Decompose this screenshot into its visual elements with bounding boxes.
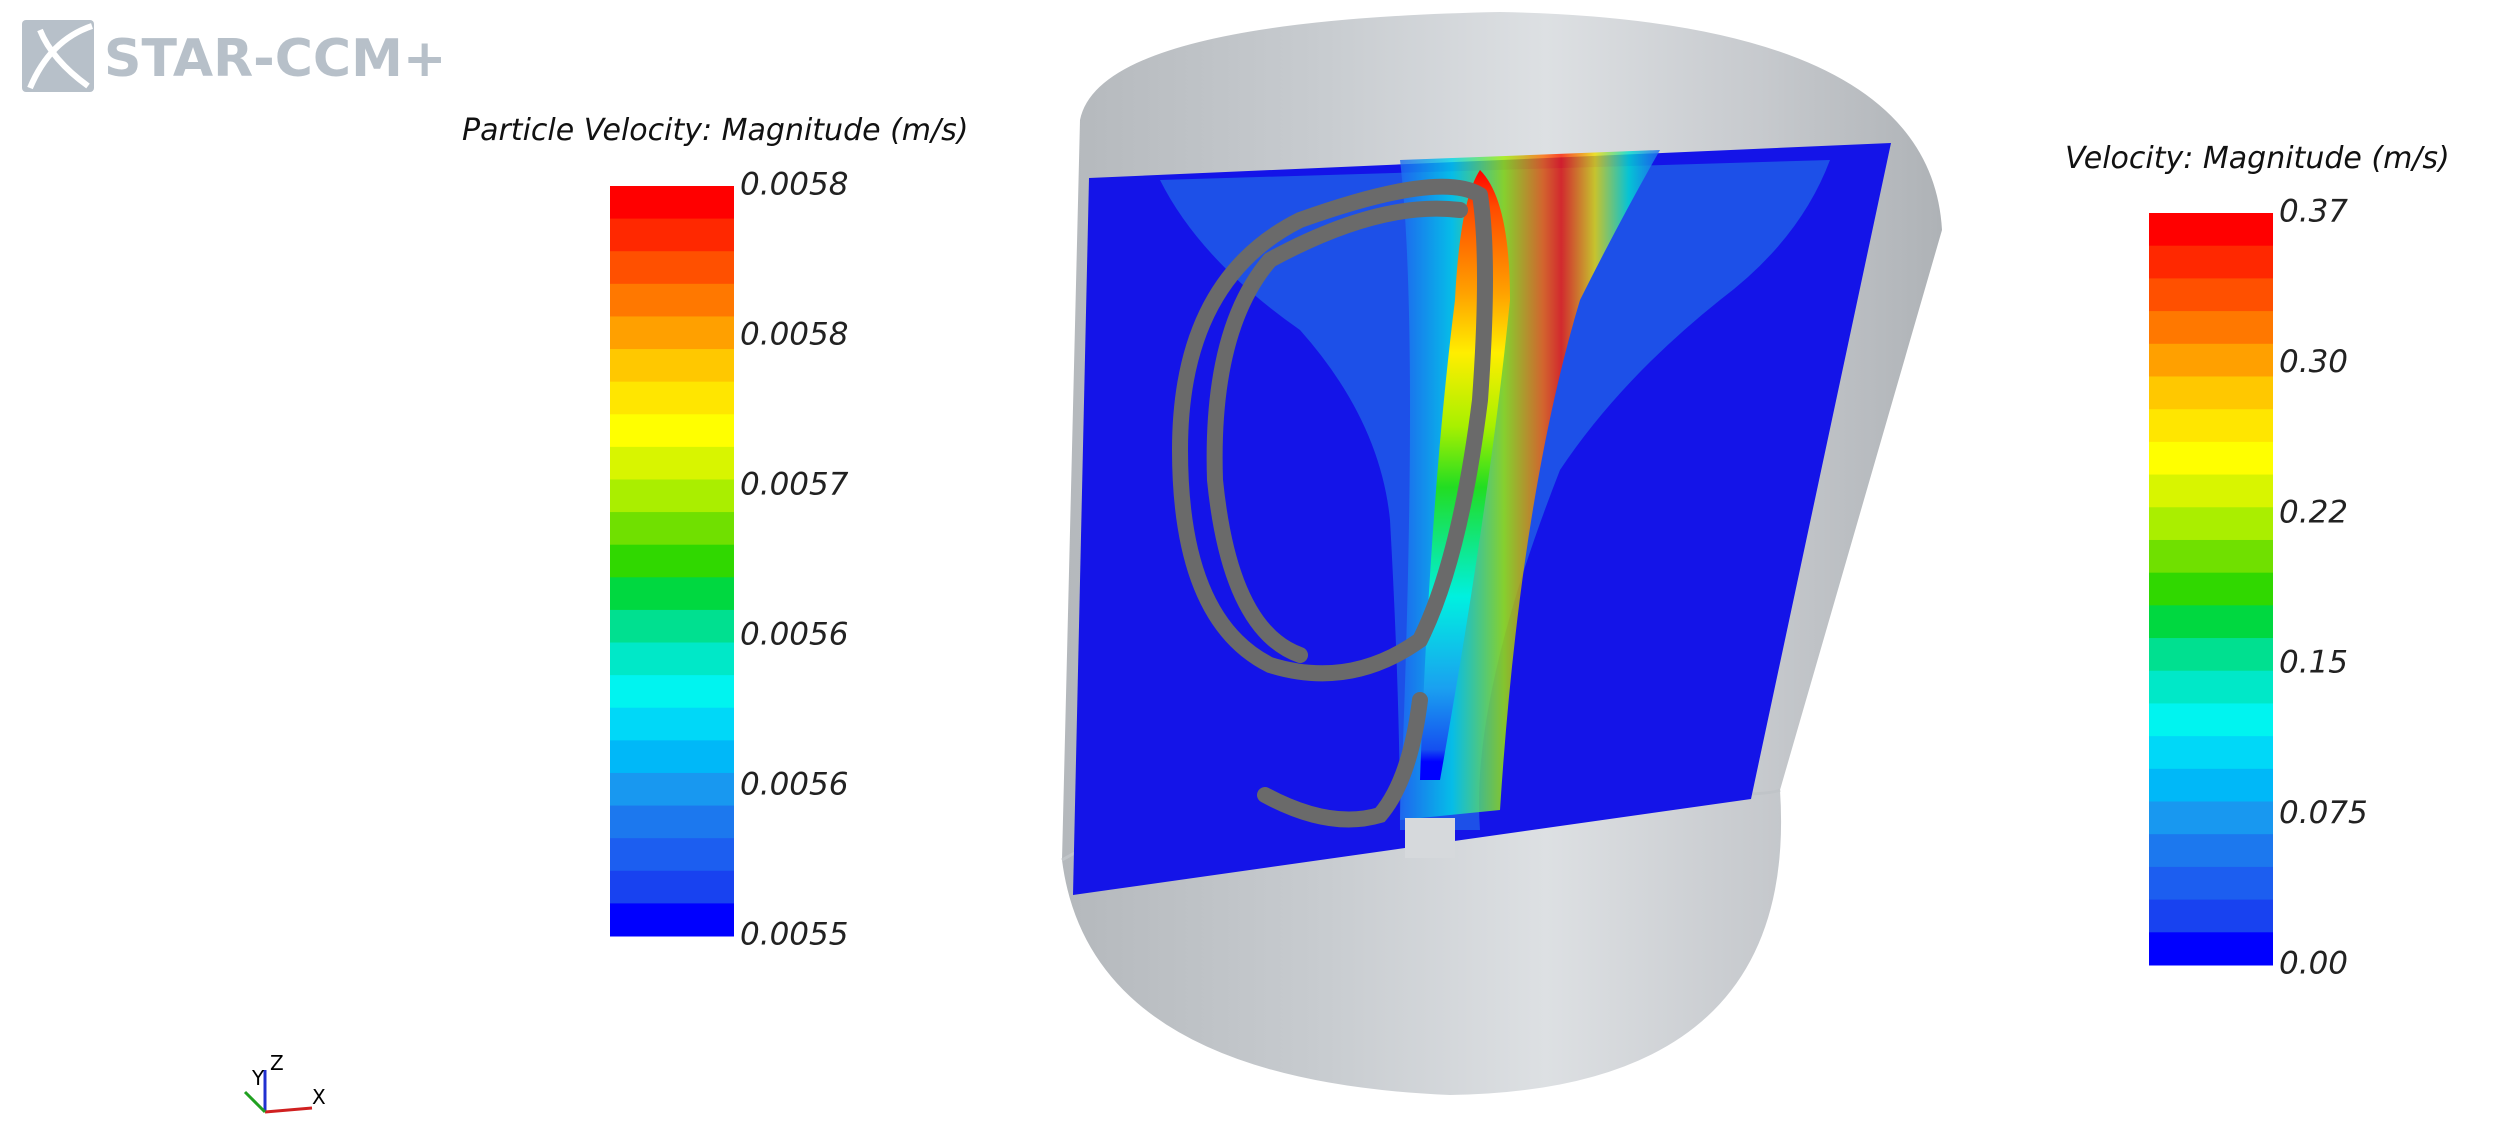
color-band [2149,736,2273,770]
legend-label: 0.0055 [740,917,848,953]
color-band [610,675,734,709]
color-band [2149,245,2273,279]
color-band [2149,441,2273,476]
legend-label: 0.30 [2279,344,2348,380]
color-band [610,838,734,872]
color-band [610,414,734,448]
legend-label: 0.0058 [740,317,848,353]
velocity-legend: Velocity: Magnitude (m/s) 0.37 0.30 0.22 0.… [2065,141,2450,982]
color-band [610,870,734,904]
legend-label: 0.0058 [740,167,848,203]
color-band [2149,670,2273,704]
color-band [2149,932,2273,966]
legend-label: 0.0057 [740,467,849,503]
color-band [2149,278,2273,312]
color-band [610,544,734,578]
axis-triad: Y Z X [243,1051,326,1114]
color-band [610,349,734,383]
color-band [610,772,734,807]
legend-label: 0.0056 [740,767,848,803]
color-band [2149,768,2273,803]
color-band [610,251,734,285]
particle-track [1171,178,1493,828]
legend-title: Velocity: Magnitude (m/s) [2065,141,2450,176]
color-band [610,446,734,480]
x-axis [264,1106,313,1114]
color-band [610,642,734,676]
color-band [2149,311,2273,345]
legend-title: Particle Velocity: Magnitude (m/s) [462,113,968,148]
color-band [2149,474,2273,508]
legend-label: 0.15 [2279,645,2348,681]
color-band [2149,866,2273,901]
z-label: Z [270,1051,284,1075]
color-band [610,316,734,350]
color-band [610,805,734,839]
color-band [610,740,734,774]
logo-swoosh [27,23,93,90]
color-band [2149,376,2273,410]
color-band [2149,409,2273,443]
color-band [610,186,734,220]
color-band [2149,605,2273,639]
color-band [610,903,734,937]
legend-label: 0.075 [2279,795,2368,831]
color-band [2149,638,2273,672]
color-band [2149,507,2273,541]
color-band [2149,801,2273,835]
legend-label: 0.0056 [740,617,848,653]
particle-legend: Particle Velocity: Magnitude (m/s) 0.005… [462,113,968,953]
color-band [610,512,734,546]
legend-label: 0.37 [2279,194,2348,230]
color-band [2149,572,2273,606]
logo: STAR-CCM+ [22,20,446,92]
nozzle [1405,818,1455,858]
color-band [2149,703,2273,737]
y-label: Y [251,1066,265,1090]
color-band [610,707,734,741]
x-label: X [312,1085,326,1109]
color-band [2149,834,2273,868]
color-band [610,479,734,513]
color-band [610,283,734,317]
color-band [610,218,734,252]
logo-text: STAR-CCM+ [104,29,446,89]
y-axis [243,1090,267,1114]
color-band [2149,899,2273,933]
color-band [2149,539,2273,574]
color-band [610,609,734,644]
legend-label: 0.00 [2279,946,2348,982]
color-band [2149,343,2273,377]
legend-label: 0.22 [2279,494,2348,530]
color-band [610,381,734,415]
color-band [610,577,734,611]
color-band [2149,213,2273,247]
